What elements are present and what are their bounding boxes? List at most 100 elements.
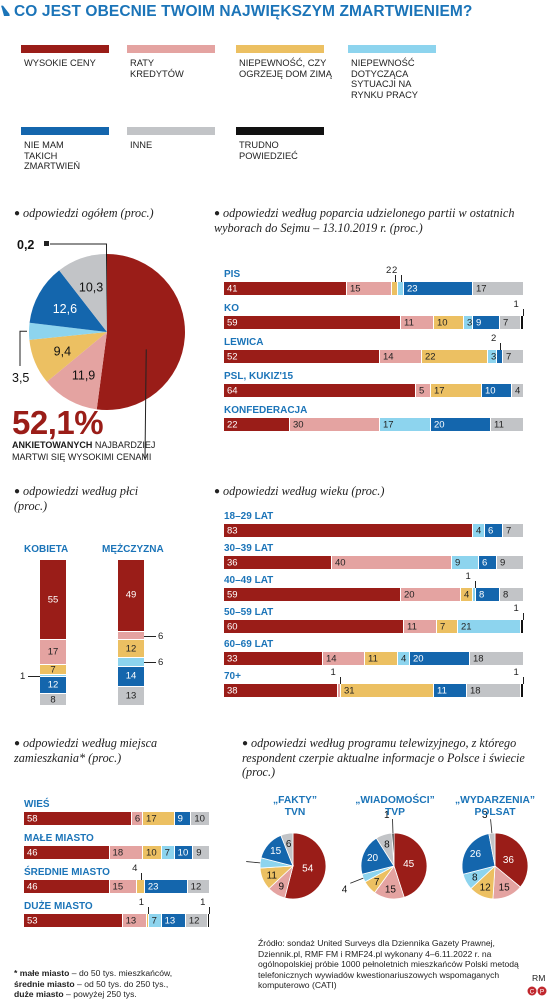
section-title-partia-text: odpowiedzi według poparcia udzielonego p… [214,206,515,235]
legend-label-niepewnosc-dom: NIEPEWNOŚĆ, CZY OGRZEJĘ DOM ZIMĄ [239,58,332,79]
bar-segment-niepewnosc-dom [137,880,145,893]
pie-value-label: 26 [470,849,482,860]
section-title-ogolem-text: odpowiedzi ogółem (proc.) [23,206,154,220]
bar-value-label: 4 [464,589,470,600]
bar-segment-nie-mam: 11 [434,684,467,697]
bar-segment-raty-kredytow: 15 [109,880,138,893]
bar-segment-wysokie-ceny: 41 [224,282,347,295]
bar-value-label: 18 [473,653,484,664]
bar-segment-niepewnosc-dom: 12 [118,640,144,658]
legend-swatch-niepewnosc-praca [348,45,436,53]
bar-segment-inne: 18 [470,652,524,665]
bar-value-label: 8 [503,589,509,600]
pie-slice-niepewnosc-dom [29,332,107,382]
stacked-bar: 22 30 17 20 11 [224,418,524,431]
bar-value-label: 14 [326,653,337,664]
pie-value-label: 10,3 [79,280,103,294]
bar-segment-inne: 8 [40,694,66,706]
bar-category-label: ŚREDNIE MIASTO [24,867,110,878]
bar-value-label: 11 [407,621,417,632]
bar-segment-niepewnosc-praca: 17 [380,418,431,431]
bar-value-label: 2 [392,265,398,276]
stacked-bar-vertical: 55 17 7 12 8 [40,560,66,706]
leader-line [350,877,364,884]
bar-category-label: KOBIETA [24,544,69,555]
stacked-bar: 36 40 9 6 9 [224,556,524,569]
bar-value-label: 59 [227,589,238,600]
bar-category-label: MAŁE MIASTO [24,833,94,844]
bar-category-label: PSL, KUKIZ'15 [224,371,294,382]
bar-value-label: 55 [47,594,59,606]
bar-value-label: 13 [125,915,137,926]
bar-segment-trudno [521,620,524,633]
section-title-plec: ● odpowiedzi według płci (proc.) [14,484,139,513]
legend-label-nie-mam: NIE MAM TAKICH ZMARTWIEŃ [24,140,81,172]
bar-value-label: 9 [177,813,183,824]
bar-value-label: 21 [461,621,472,632]
bar-category-label: LEWICA [224,337,264,348]
bar-segment-raty-kredytow: 14 [380,350,422,363]
bar-segment-inne: 4 [512,384,524,397]
bar-value-label: 49 [125,589,137,601]
bar-segment-raty-kredytow: 17 [40,640,66,666]
pie-slice-wysokie-ceny [494,832,529,888]
bar-segment-inne: 18 [467,684,521,697]
bar-value-label: 7 [151,915,157,926]
bar-value-label: 17 [476,283,487,294]
pie-value-label: 12 [480,882,492,893]
legend-label-raty: RATY KREDYTÓW [130,58,184,79]
bar-segment-raty-kredytow: 15 [347,282,392,295]
section-title-tv: ● odpowiedzi według programu telewizyjneg… [242,736,525,779]
bar-value-label: 12 [190,881,202,892]
pie-slice-trudno [391,832,395,867]
bar-value-label: 7 [50,664,56,676]
bar-segment-raty-kredytow: 11 [404,620,437,633]
bar-value-label: 9 [500,557,506,568]
bar-segment-wysokie-ceny: 52 [224,350,380,363]
bar-category-label: 70+ [224,671,241,682]
bar-value-label: 7 [164,847,170,858]
pie-slice-inne [280,832,294,867]
bar-segment-wysokie-ceny: 36 [224,556,332,569]
bar-value-label: 20 [434,419,445,430]
bar-category-label: KO [224,303,239,314]
leader-line [490,819,493,834]
pie-value-label: 0,2 [17,238,34,252]
bar-value-label: 1 [330,667,336,678]
value-tick [474,581,476,588]
value-tick [144,635,156,637]
pie-value-label: 54 [302,863,314,874]
pie-value-label: 7 [374,877,380,888]
bar-segment-nie-mam [497,350,503,363]
stacked-bar: 46 15 23 12 [24,880,210,893]
pie-slice-nie-mam [461,833,496,875]
bar-value-label: 23 [407,283,418,294]
bar-segment-wysokie-ceny: 46 [24,846,110,859]
title-arrow-icon [1,5,10,16]
highlight-value: 52,1% [12,404,104,441]
bar-value-label: 18 [470,685,481,696]
bar-value-label: 6 [488,525,494,536]
stacked-bar: 64 5 17 10 4 [224,384,524,397]
stacked-bar: 83 4 6 7 [224,524,524,537]
bar-value-label: 13 [125,690,137,702]
legend-label-inne: INNE [130,140,153,150]
bar-segment-inne: 8 [500,588,524,601]
bar-value-label: 46 [27,881,38,892]
highlight-text: ANKIETOWANYCH NAJBARDZIEJ MARTWI SIĘ WYS… [12,440,172,463]
stacked-bar: 41 15 23 17 [224,282,524,295]
bar-segment-raty-kredytow: 40 [332,556,452,569]
bar-value-label: 2 [386,265,392,276]
pie-value-label: 15 [499,883,511,894]
bar-value-label: 83 [227,525,238,536]
bar-segment-wysokie-ceny: 53 [24,914,123,927]
bar-segment-niepewnosc-dom: 11 [365,652,398,665]
bar-segment-raty-kredytow [338,684,341,697]
bar-segment-niepewnosc-praca: 4 [398,652,410,665]
bar-value-label: 36 [227,557,238,568]
pie-title-line: POLSAT [474,807,516,818]
bar-value-label: 9 [455,557,461,568]
value-tick [522,613,524,620]
footnote-bold: duże miasto [14,989,64,1000]
leader-line [246,861,261,864]
